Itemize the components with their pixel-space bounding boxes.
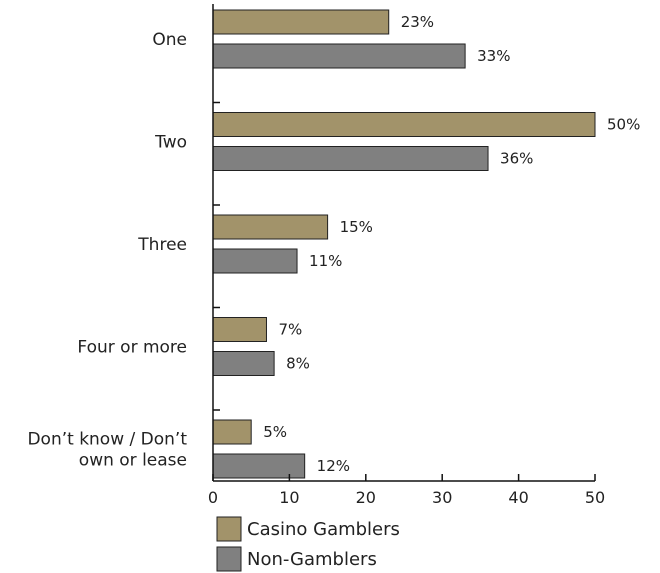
x-tick-label-10: 10 [279, 488, 299, 507]
x-tick-label-30: 30 [432, 488, 452, 507]
bar-casino-1 [212, 112, 596, 137]
value-label-casino-0: 23% [401, 13, 434, 31]
value-label-casino-1: 50% [607, 116, 640, 134]
legend-layer: Casino Gamblers Non-Gamblers [216, 516, 400, 572]
axis-layer: 0 10 20 30 40 50 [208, 4, 605, 507]
bar-casino-0 [212, 9, 390, 35]
bar-non-gambler-3 [212, 351, 275, 376]
labels-layer: 23% 33% One 50% 36% Two 15% 11% Three 7% 8% Four or… [27, 13, 640, 475]
bar-casino-2 [212, 214, 329, 240]
value-label-non-gambler-3: 8% [286, 355, 310, 373]
value-label-casino-3: 7% [278, 321, 302, 339]
bars-layer [212, 9, 596, 479]
category-label-0: One [152, 30, 187, 50]
bar-non-gambler-2 [212, 248, 298, 274]
value-label-non-gambler-1: 36% [500, 150, 533, 168]
category-label-3: Four or more [77, 338, 187, 358]
bar-casino-3 [212, 317, 267, 342]
legend-label-casino: Casino Gamblers [247, 519, 400, 540]
x-tick-label-0: 0 [208, 488, 218, 507]
category-label-4-line-1: own or lease [79, 451, 187, 471]
bar-non-gambler-0 [212, 43, 466, 69]
bar-non-gambler-4 [212, 453, 306, 479]
category-label-4-line-0: Don’t know / Don’t [27, 430, 187, 450]
value-label-non-gambler-0: 33% [477, 47, 510, 65]
value-label-non-gambler-2: 11% [309, 252, 342, 270]
category-label-2: Three [137, 235, 187, 255]
legend-swatch-non-gambler [216, 546, 242, 572]
bar-casino-4 [212, 419, 252, 445]
legend-label-non-gambler: Non-Gamblers [247, 549, 377, 570]
value-label-casino-2: 15% [340, 218, 373, 236]
x-tick-label-20: 20 [356, 488, 376, 507]
x-tick-label-40: 40 [508, 488, 528, 507]
category-label-1: Two [154, 133, 187, 153]
legend-swatch-casino [216, 516, 242, 542]
x-tick-label-50: 50 [585, 488, 605, 507]
bar-non-gambler-1 [212, 146, 489, 171]
value-label-casino-4: 5% [263, 423, 287, 441]
value-label-non-gambler-4: 12% [317, 457, 350, 475]
